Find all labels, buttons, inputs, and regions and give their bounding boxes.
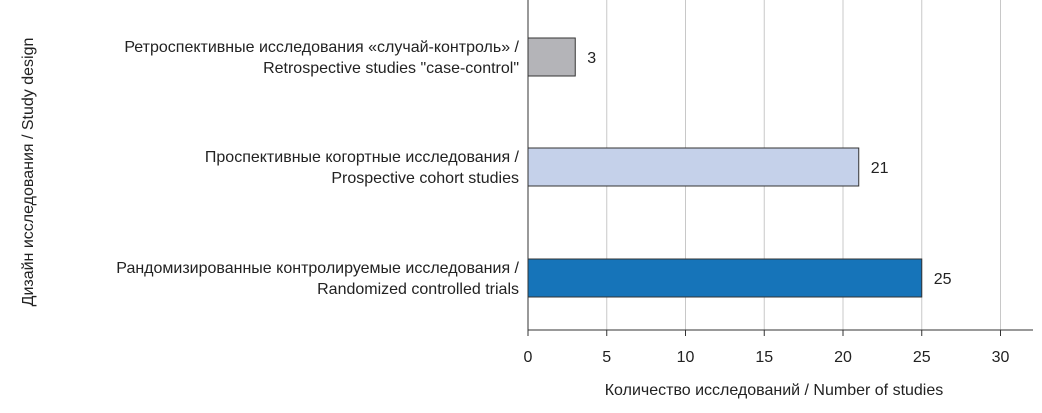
value-label-2: 21	[871, 160, 889, 177]
x-tick-label: 10	[677, 349, 695, 366]
category-label-line1: Ретроспективные исследования «случай-кон…	[124, 39, 519, 56]
category-label-line1: Рандомизированные контролируемые исследо…	[116, 260, 519, 277]
bar-3	[527, 258, 923, 298]
x-tick-label: 5	[602, 349, 611, 366]
bar-1	[527, 37, 576, 77]
category-label-line2: Retrospective studies "case-control"	[263, 60, 519, 77]
value-labels: 3 21 25	[587, 50, 951, 288]
x-tick-label: 20	[834, 349, 852, 366]
value-label-3: 25	[934, 271, 952, 288]
x-ticks: 0 5 10 15 20 25 30	[524, 330, 1010, 366]
y-axis-title: Дизайн исследования / Study design	[20, 38, 37, 307]
x-tick-label: 30	[992, 349, 1010, 366]
category-label-line2: Prospective cohort studies	[331, 170, 519, 187]
x-tick-label: 25	[913, 349, 931, 366]
bar-2	[527, 147, 860, 187]
value-label-1: 3	[587, 50, 596, 67]
bars	[527, 37, 923, 298]
x-axis-title: Количество исследований / Number of stud…	[605, 382, 944, 399]
axes	[527, 0, 1033, 331]
x-tick-label: 0	[524, 349, 533, 366]
category-label-line1: Проспективные когортные исследования /	[205, 149, 520, 166]
x-tick-label: 15	[755, 349, 773, 366]
category-label-line2: Randomized controlled trials	[317, 281, 519, 298]
category-labels: Ретроспективные исследования «случай-кон…	[116, 39, 519, 298]
